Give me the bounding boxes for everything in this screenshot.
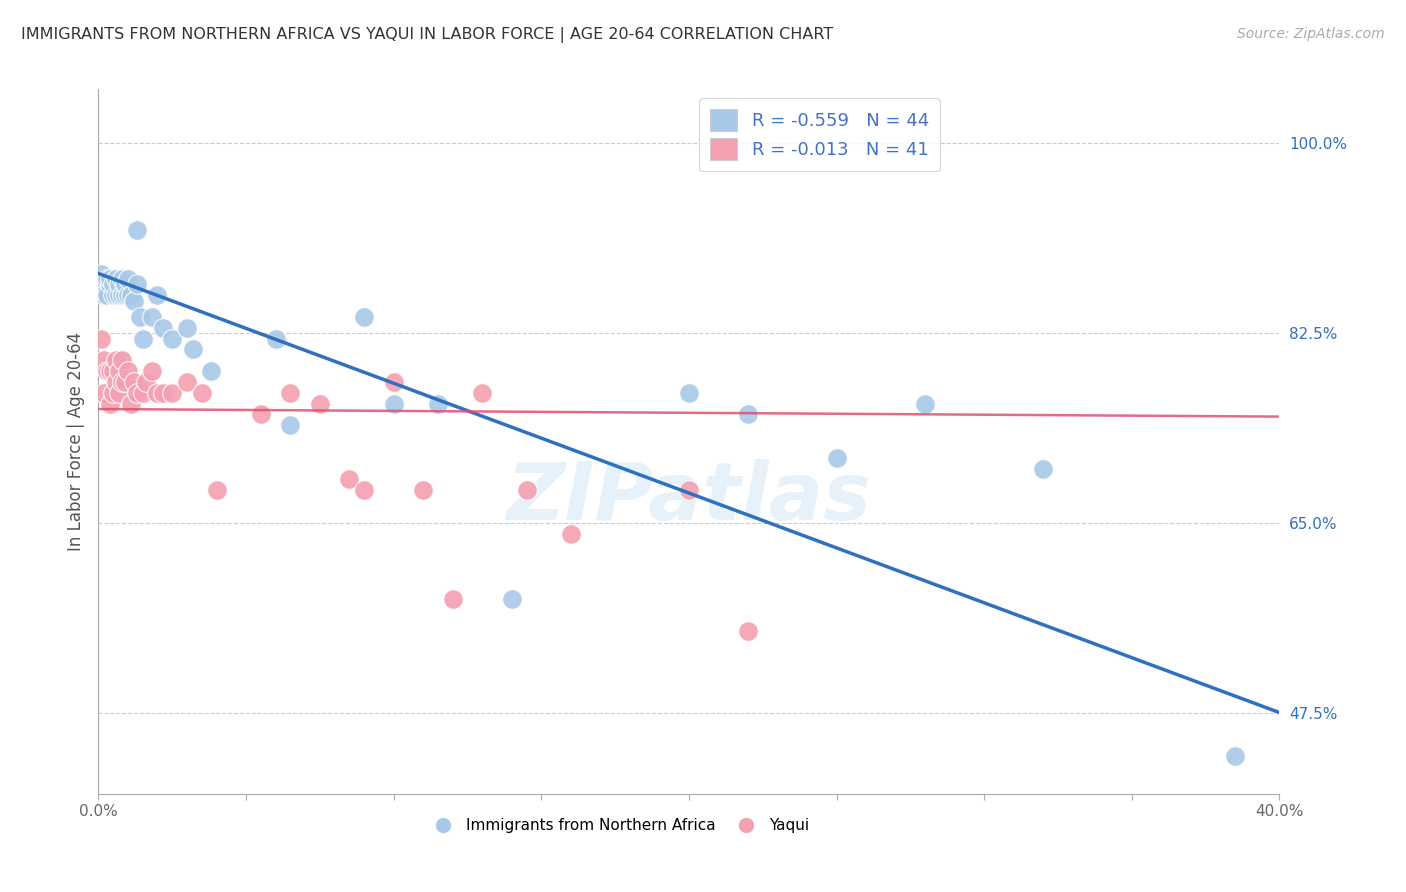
Point (105, 272, 128, 286)
Point (441, 591, 464, 606)
Point (205, 483, 228, 498)
Point (105, 288, 128, 302)
Point (560, 526, 582, 541)
Point (181, 343, 204, 357)
Point (162, 332, 183, 346)
Point (176, 375, 198, 389)
Point (93, 385, 115, 400)
Point (98, 277, 121, 292)
Point (117, 288, 139, 302)
Point (128, 310, 150, 324)
Point (111, 272, 134, 286)
Point (96, 364, 118, 378)
Point (114, 277, 136, 292)
Point (1032, 461, 1054, 475)
Text: Source: ZipAtlas.com: Source: ZipAtlas.com (1237, 27, 1385, 41)
Point (103, 364, 125, 378)
Point (382, 396, 405, 410)
Point (111, 353, 134, 368)
Point (125, 385, 148, 400)
Point (412, 483, 434, 498)
Text: ZIPatlas: ZIPatlas (506, 458, 872, 537)
Point (103, 277, 125, 292)
Point (122, 293, 145, 308)
Point (678, 483, 700, 498)
Point (93, 277, 115, 292)
Point (98, 272, 121, 286)
Point (90, 267, 112, 281)
Legend: Immigrants from Northern Africa, Yaqui: Immigrants from Northern Africa, Yaqui (422, 812, 815, 839)
Point (93, 288, 115, 302)
Point (132, 385, 155, 400)
Point (191, 385, 214, 400)
Point (96, 288, 118, 302)
Point (141, 310, 163, 324)
Point (117, 364, 139, 378)
Point (108, 277, 131, 292)
Point (103, 385, 125, 400)
Point (114, 375, 136, 389)
Point (250, 408, 273, 422)
Point (108, 364, 131, 378)
Point (108, 385, 131, 400)
Point (105, 375, 128, 389)
Point (120, 396, 142, 410)
Point (132, 332, 155, 346)
Point (114, 288, 136, 302)
Point (471, 385, 494, 400)
Point (105, 353, 128, 368)
Point (264, 332, 287, 346)
Point (280, 418, 302, 433)
Point (176, 320, 198, 334)
Point (146, 288, 169, 302)
Point (162, 385, 183, 400)
Point (309, 396, 332, 410)
Point (117, 272, 139, 286)
Point (737, 408, 759, 422)
Point (152, 385, 174, 400)
Point (146, 385, 169, 400)
Point (103, 288, 125, 302)
Point (108, 288, 131, 302)
Point (90, 332, 112, 346)
Point (516, 483, 538, 498)
Point (353, 483, 375, 498)
Point (98, 364, 121, 378)
Point (122, 375, 145, 389)
Point (737, 624, 759, 639)
Point (382, 375, 405, 389)
Point (96, 272, 118, 286)
Point (125, 223, 148, 237)
Point (200, 364, 222, 378)
Point (120, 288, 142, 302)
Point (501, 591, 523, 606)
Text: IMMIGRANTS FROM NORTHERN AFRICA VS YAQUI IN LABOR FORCE | AGE 20-64 CORRELATION : IMMIGRANTS FROM NORTHERN AFRICA VS YAQUI… (21, 27, 834, 43)
Point (339, 473, 361, 487)
Point (353, 310, 375, 324)
Point (152, 320, 174, 334)
Point (93, 353, 115, 368)
Point (427, 396, 450, 410)
Point (678, 385, 700, 400)
Point (98, 396, 121, 410)
Point (111, 375, 134, 389)
Point (111, 288, 134, 302)
Point (914, 396, 936, 410)
Point (125, 277, 148, 292)
Point (141, 364, 163, 378)
Point (280, 385, 302, 400)
Point (135, 375, 157, 389)
Point (825, 450, 848, 465)
Point (1225, 748, 1247, 763)
Y-axis label: In Labor Force | Age 20-64: In Labor Force | Age 20-64 (66, 332, 84, 551)
